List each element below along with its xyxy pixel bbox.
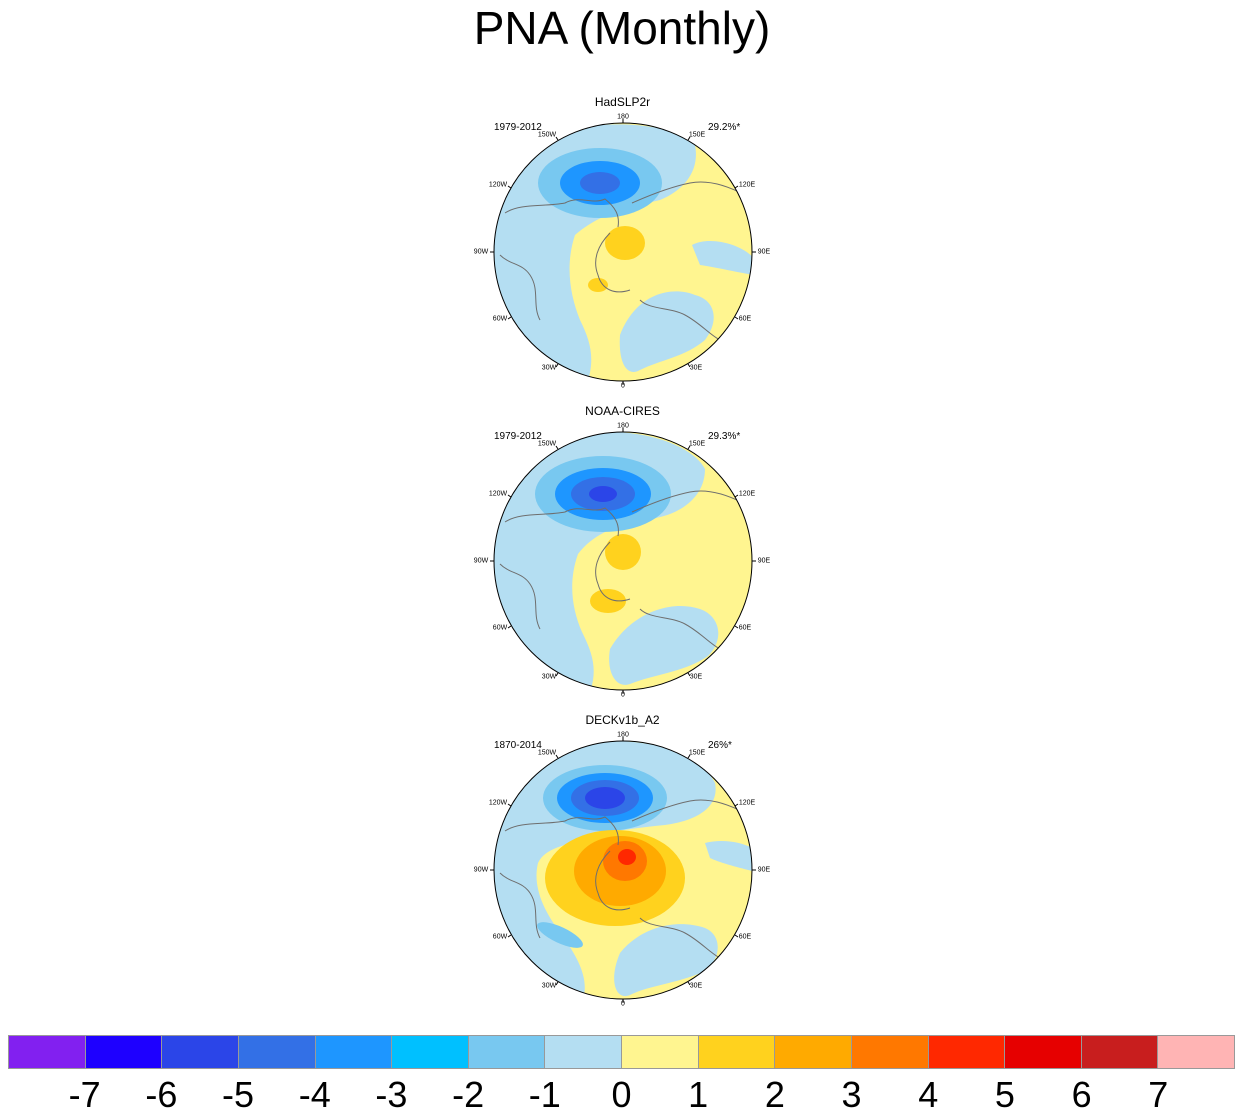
lon-label: 150E bbox=[688, 131, 706, 139]
colorbar-tick-label: 2 bbox=[764, 1074, 785, 1115]
colorbar-swatch bbox=[1158, 1036, 1234, 1068]
lon-label: 0 bbox=[621, 1000, 625, 1008]
lon-label: 90E bbox=[757, 248, 771, 256]
lon-label: 30E bbox=[689, 364, 703, 372]
colorbar-tick-label: 7 bbox=[1148, 1074, 1169, 1115]
colorbar-tick-label: 4 bbox=[918, 1074, 939, 1115]
lon-label: 0 bbox=[621, 382, 625, 390]
panel-period: 1979-2012 bbox=[494, 431, 542, 442]
colorbar-swatch bbox=[928, 1036, 1006, 1068]
polar-map bbox=[490, 737, 756, 1003]
colorbar-swatch bbox=[698, 1036, 776, 1068]
colorbar-swatch bbox=[545, 1036, 622, 1068]
lon-label: 30W bbox=[541, 982, 557, 990]
lon-label: 90E bbox=[757, 557, 771, 565]
lon-label: 30W bbox=[541, 364, 557, 372]
lon-label: 60E bbox=[738, 315, 752, 323]
map-panel-deckv1b-a2: DECKv1b_A2 1870-2014 26%* 1 bbox=[470, 713, 775, 1013]
lon-label: 30W bbox=[541, 673, 557, 681]
colorbar-swatch bbox=[468, 1036, 546, 1068]
polar-map bbox=[490, 119, 756, 385]
lon-label: 60W bbox=[492, 315, 508, 323]
lon-label: 90W bbox=[473, 866, 489, 874]
colorbar-swatch bbox=[238, 1036, 316, 1068]
map-panel-noaa-cires: NOAA-CIRES 1979-2012 29.3%* 180 150E 120… bbox=[470, 404, 775, 704]
lon-label: 120W bbox=[488, 490, 508, 498]
lon-label: 150W bbox=[537, 749, 557, 757]
lon-label: 120E bbox=[738, 181, 756, 189]
lon-label: 150W bbox=[537, 131, 557, 139]
panel-title: DECKv1b_A2 bbox=[585, 713, 660, 727]
map-panel-hadslp2r: HadSLP2r 1979-2012 29.2%* 180 150E 120E … bbox=[470, 95, 775, 395]
lon-label: 0 bbox=[621, 691, 625, 699]
colorbar-swatch bbox=[315, 1036, 393, 1068]
lon-label: 120W bbox=[488, 181, 508, 189]
lon-label: 150E bbox=[688, 749, 706, 757]
panel-variance-pct: 29.3%* bbox=[708, 431, 741, 442]
lon-label: 90E bbox=[757, 866, 771, 874]
lon-label: 180 bbox=[617, 113, 629, 121]
colorbar-tick-label: 3 bbox=[841, 1074, 862, 1115]
lon-label: 60W bbox=[492, 933, 508, 941]
panel-title: HadSLP2r bbox=[594, 95, 651, 109]
panel-period: 1979-2012 bbox=[494, 122, 542, 133]
panel-variance-pct: 29.2%* bbox=[708, 122, 741, 133]
colorbar-tick-label: -1 bbox=[528, 1074, 561, 1115]
colorbar-tick-label: 6 bbox=[1071, 1074, 1092, 1115]
colorbar-tick-label: -5 bbox=[222, 1074, 255, 1115]
lon-label: 120E bbox=[738, 490, 756, 498]
colorbar-swatch bbox=[162, 1036, 239, 1068]
lon-label: 180 bbox=[617, 731, 629, 739]
page-title: PNA (Monthly) bbox=[473, 2, 771, 54]
colorbar-tick-label: 0 bbox=[611, 1074, 632, 1115]
panel-variance-pct: 26%* bbox=[708, 740, 732, 751]
lon-label: 150E bbox=[688, 440, 706, 448]
colorbar-tick-label: -7 bbox=[68, 1074, 101, 1115]
panel-period: 1870-2014 bbox=[494, 740, 542, 751]
lon-label: 60E bbox=[738, 933, 752, 941]
lon-label: 120W bbox=[488, 799, 508, 807]
colorbar-tick-label: 5 bbox=[994, 1074, 1015, 1115]
colorbar-tick-label: -3 bbox=[375, 1074, 408, 1115]
panel-title: NOAA-CIRES bbox=[585, 404, 660, 418]
lon-label: 150W bbox=[537, 440, 557, 448]
colorbar-swatch bbox=[85, 1036, 163, 1068]
colorbar-swatch bbox=[392, 1036, 469, 1068]
colorbar-tick-label: -2 bbox=[452, 1074, 485, 1115]
lon-label: 60W bbox=[492, 624, 508, 632]
colorbar bbox=[8, 1035, 1235, 1069]
colorbar-tick-label: -4 bbox=[298, 1074, 331, 1115]
colorbar-tick-label: 1 bbox=[688, 1074, 709, 1115]
colorbar-swatch bbox=[1081, 1036, 1159, 1068]
lon-label: 60E bbox=[738, 624, 752, 632]
lon-label: 90W bbox=[473, 557, 489, 565]
lon-label: 180 bbox=[617, 422, 629, 430]
colorbar-swatch bbox=[1005, 1036, 1082, 1068]
colorbar-swatch bbox=[775, 1036, 852, 1068]
colorbar-swatch bbox=[622, 1036, 699, 1068]
colorbar-tick-label: -6 bbox=[145, 1074, 178, 1115]
lon-label: 30E bbox=[689, 982, 703, 990]
colorbar-swatch bbox=[851, 1036, 929, 1068]
lon-label: 120E bbox=[738, 799, 756, 807]
lon-label: 90W bbox=[473, 248, 489, 256]
colorbar-swatch bbox=[9, 1036, 86, 1068]
lon-label: 30E bbox=[689, 673, 703, 681]
polar-map bbox=[490, 428, 756, 694]
